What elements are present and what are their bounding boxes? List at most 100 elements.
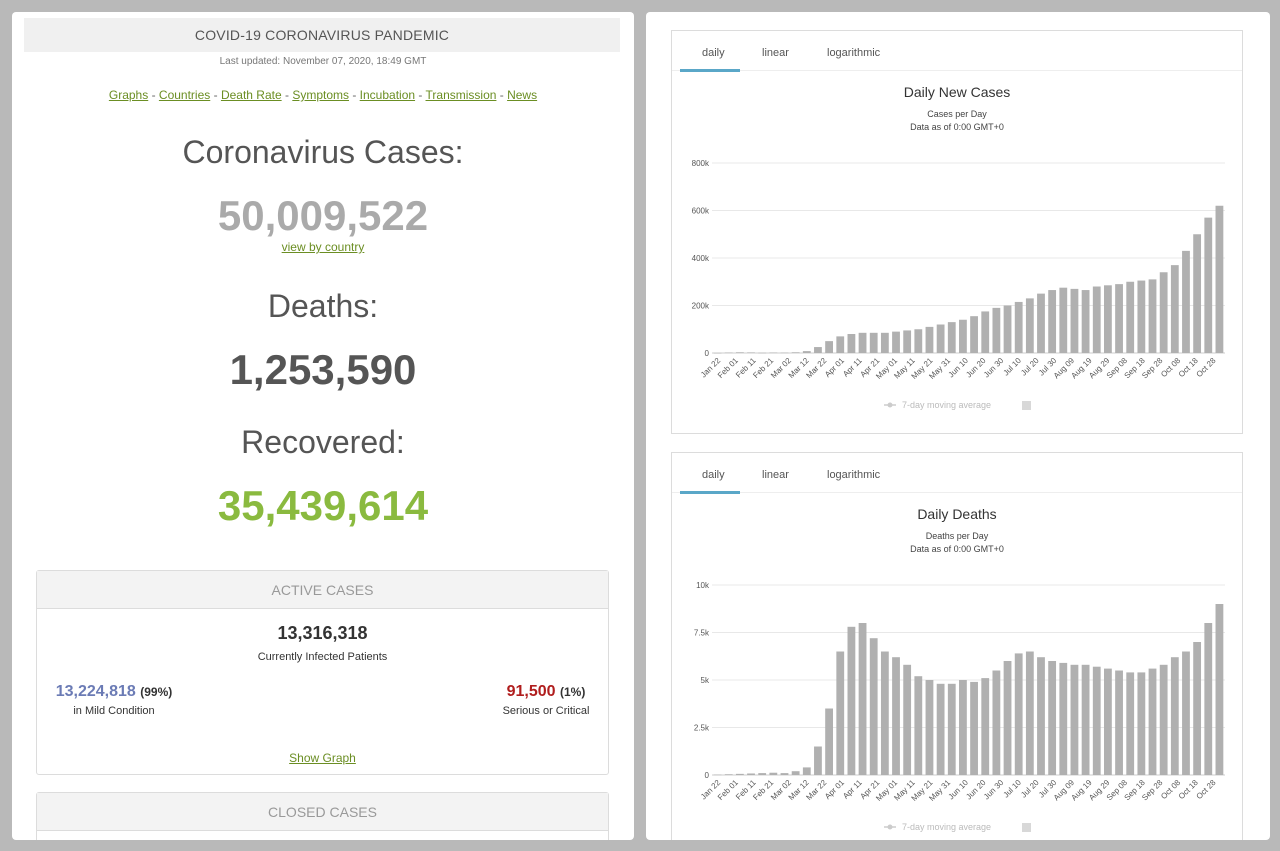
data-bar bbox=[1014, 653, 1023, 775]
nav-link-news[interactable]: News bbox=[507, 88, 538, 102]
closed-cases-box: CLOSED CASES bbox=[36, 792, 609, 840]
cases-chart-card: daily linear logarithmic Daily New Cases… bbox=[671, 30, 1243, 434]
deaths-label: Deaths: bbox=[267, 288, 379, 324]
data-bar bbox=[713, 352, 722, 354]
data-bar bbox=[981, 678, 990, 775]
data-bar bbox=[1081, 664, 1090, 775]
tab-linear[interactable]: linear bbox=[762, 469, 789, 481]
tab-daily[interactable]: daily bbox=[702, 469, 725, 481]
data-bar bbox=[758, 773, 767, 775]
data-bar bbox=[914, 676, 923, 775]
data-bar bbox=[981, 311, 990, 353]
chart-title: Daily New Cases bbox=[904, 84, 1011, 100]
data-bar bbox=[858, 623, 867, 775]
data-bar bbox=[1182, 250, 1190, 353]
data-bar bbox=[947, 322, 956, 353]
data-bar bbox=[970, 316, 978, 353]
legend-label: 7-day moving average bbox=[902, 400, 991, 410]
data-bar bbox=[747, 773, 755, 775]
data-bar bbox=[925, 326, 934, 353]
data-bar bbox=[1059, 287, 1068, 353]
active-tab-indicator bbox=[680, 69, 740, 72]
data-bar bbox=[869, 638, 878, 775]
x-tick-label: Jul 10 bbox=[1002, 778, 1024, 800]
active-tab-indicator bbox=[680, 491, 740, 494]
legend-toggle-icon bbox=[1022, 823, 1031, 832]
serious-label: Serious or Critical bbox=[502, 705, 590, 717]
x-tick-label: Mar 22 bbox=[804, 778, 828, 802]
nav-link-incubation[interactable]: Incubation bbox=[359, 88, 416, 102]
tab-daily[interactable]: daily bbox=[702, 47, 725, 59]
data-bar bbox=[1070, 288, 1079, 353]
tab-linear[interactable]: linear bbox=[762, 47, 789, 59]
data-bar bbox=[724, 352, 733, 354]
view-by-country-link[interactable]: view by country bbox=[281, 240, 365, 254]
nav-link-symptoms[interactable]: Symptoms bbox=[292, 88, 349, 102]
data-bar bbox=[836, 651, 845, 775]
data-bar bbox=[1025, 298, 1034, 353]
data-bar bbox=[780, 352, 789, 354]
x-tick-label: Jul 20 bbox=[1019, 778, 1041, 800]
chart-subtitle: Deaths per Day bbox=[926, 531, 989, 541]
data-bar bbox=[1103, 285, 1112, 353]
data-bar bbox=[1059, 662, 1068, 775]
data-bar bbox=[1103, 668, 1112, 775]
x-tick-label: Apr 01 bbox=[823, 778, 846, 801]
daily-new-cases-chart: Daily New Cases Cases per Day Data as of 0… bbox=[692, 84, 1225, 410]
data-bar bbox=[1204, 217, 1213, 353]
data-bar bbox=[1148, 668, 1157, 775]
data-bar bbox=[925, 680, 934, 775]
data-bar bbox=[1115, 284, 1123, 353]
mild-stat: 13,224,818 (99%) in Mild Condition bbox=[49, 683, 179, 717]
data-bar bbox=[825, 708, 834, 775]
y-tick-label: 0 bbox=[705, 349, 710, 358]
active-subtitle: Currently Infected Patients bbox=[257, 651, 388, 663]
x-tick-label: Apr 01 bbox=[823, 356, 846, 379]
data-bar bbox=[1148, 279, 1157, 353]
y-tick-label: 5k bbox=[701, 676, 710, 685]
data-bar bbox=[825, 341, 834, 353]
data-bar bbox=[735, 352, 744, 353]
data-bar bbox=[1037, 657, 1045, 775]
data-bar bbox=[814, 746, 822, 775]
x-tick-label: Sep 28 bbox=[1140, 356, 1165, 381]
active-cases-box: ACTIVE CASES 13,316,318 Currently Infect… bbox=[36, 570, 609, 775]
nav-link-death-rate[interactable]: Death Rate bbox=[220, 88, 282, 102]
data-bar bbox=[1070, 664, 1079, 775]
nav-link-transmission[interactable]: Transmission bbox=[425, 88, 497, 102]
tab-logarithmic[interactable]: logarithmic bbox=[827, 469, 881, 481]
data-bar bbox=[1014, 301, 1023, 353]
mild-percent: (99%) bbox=[140, 685, 173, 699]
data-bar bbox=[1126, 281, 1135, 353]
data-bar bbox=[959, 680, 967, 775]
show-graph: Show Graph bbox=[37, 751, 608, 765]
data-bar bbox=[914, 329, 923, 353]
data-bar bbox=[892, 331, 900, 353]
data-bar bbox=[936, 683, 945, 775]
data-bar bbox=[1092, 286, 1101, 353]
nav-links: Graphs - Countries - Death Rate - Sympto… bbox=[108, 88, 538, 102]
chart-note: Data as of 0:00 GMT+0 bbox=[910, 122, 1004, 132]
data-bar bbox=[1137, 280, 1146, 353]
data-bar bbox=[769, 352, 778, 354]
data-bar bbox=[947, 683, 956, 775]
data-bar bbox=[836, 336, 845, 353]
active-total: 13,316,318 bbox=[277, 623, 368, 643]
x-tick-label: Jul 20 bbox=[1019, 356, 1041, 378]
serious-stat: 91,500 (1%) Serious or Critical bbox=[496, 683, 596, 717]
data-bar bbox=[791, 771, 800, 775]
data-bar bbox=[1037, 293, 1045, 353]
nav-link-countries[interactable]: Countries bbox=[158, 88, 211, 102]
stats-panel: COVID-19 CORONAVIRUS PANDEMIC Last updat… bbox=[12, 12, 634, 840]
show-graph-link[interactable]: Show Graph bbox=[289, 751, 356, 765]
data-bar bbox=[1215, 205, 1224, 353]
active-cases-heading: ACTIVE CASES bbox=[37, 571, 608, 609]
data-bar bbox=[992, 307, 1001, 353]
tab-logarithmic[interactable]: logarithmic bbox=[827, 47, 881, 59]
data-bar bbox=[1081, 290, 1090, 353]
data-bar bbox=[814, 347, 822, 353]
chart-subtitle: Cases per Day bbox=[927, 109, 987, 119]
data-bar bbox=[758, 352, 767, 354]
nav-link-graphs[interactable]: Graphs bbox=[108, 88, 149, 102]
mild-label: in Mild Condition bbox=[73, 705, 155, 717]
